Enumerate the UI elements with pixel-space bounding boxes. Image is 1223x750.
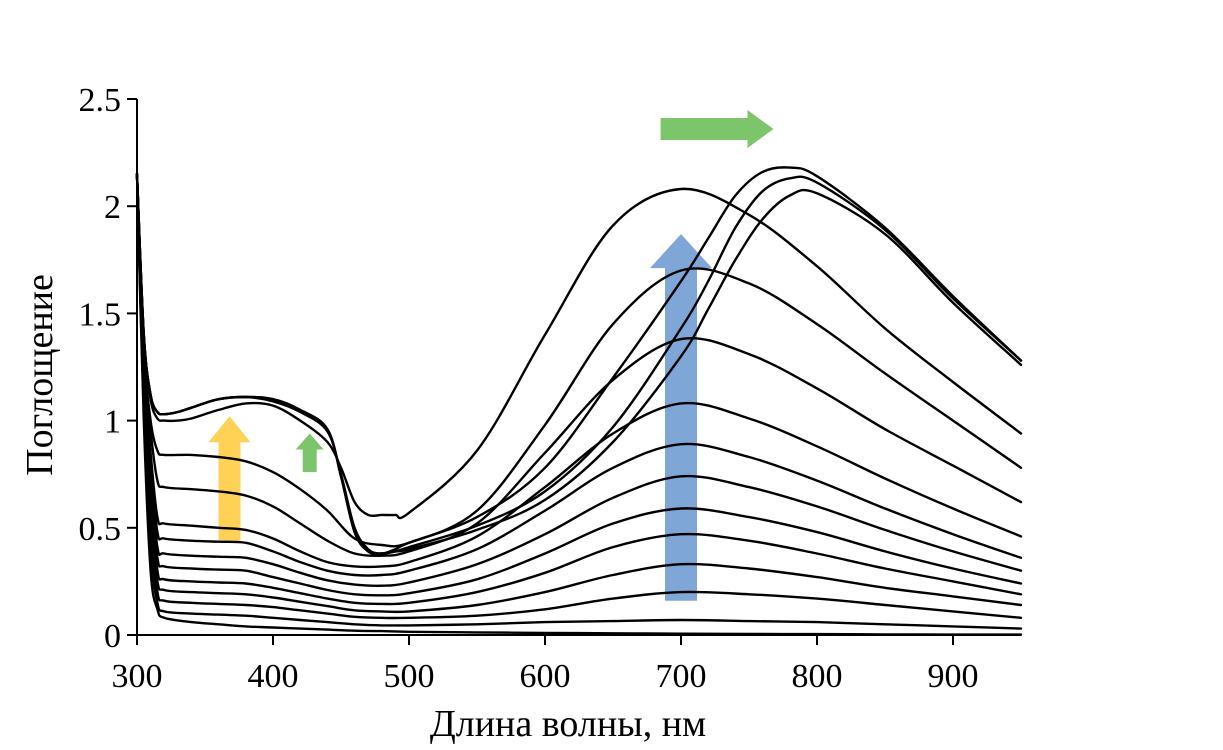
series-line-s11 xyxy=(135,172,1023,548)
x-tick-label: 400 xyxy=(248,658,299,695)
x-tick-label: 800 xyxy=(792,658,843,695)
series-line-s15 xyxy=(135,172,1023,555)
x-tick-label: 500 xyxy=(384,658,435,695)
series-line-s3 xyxy=(135,172,1023,620)
series-line-s8 xyxy=(135,172,1023,577)
series-lines xyxy=(135,166,1023,636)
x-tick-label: 300 xyxy=(112,658,163,695)
series-line-s5 xyxy=(135,172,1023,606)
series-line-s12 xyxy=(135,172,1023,520)
y-tick-label: 1 xyxy=(104,404,121,441)
axes xyxy=(136,99,1021,636)
arrow-yellow-up xyxy=(208,416,251,541)
series-line-s1 xyxy=(135,172,1023,636)
series-line-s6 xyxy=(135,172,1023,597)
series-line-s10 xyxy=(135,172,1023,558)
y-tick-label: 1.5 xyxy=(79,296,122,333)
series-line-s2 xyxy=(135,172,1023,630)
y-tick-label: 2.5 xyxy=(79,82,122,119)
series-line-s4 xyxy=(135,172,1023,614)
x-tick-label: 600 xyxy=(520,658,571,695)
x-tick-label: 900 xyxy=(928,658,979,695)
series-line-s7 xyxy=(135,172,1023,587)
y-tick-label: 2 xyxy=(104,189,121,226)
ticks: 0 0.5 1 1.5 2 2.5 300 400 500 600 700 800 900 xyxy=(79,82,979,695)
arrow-green-up xyxy=(295,433,324,473)
x-tick-label: 700 xyxy=(656,658,707,695)
y-axis-title: Поглощение xyxy=(19,274,61,476)
series-line-s13 xyxy=(135,166,1023,555)
y-tick-label: 0 xyxy=(104,618,121,655)
y-tick-label: 0.5 xyxy=(79,511,122,548)
arrow-green-right xyxy=(660,110,774,148)
x-axis-title: Длина волны, нм xyxy=(430,703,706,745)
series-line-s9 xyxy=(135,172,1023,569)
